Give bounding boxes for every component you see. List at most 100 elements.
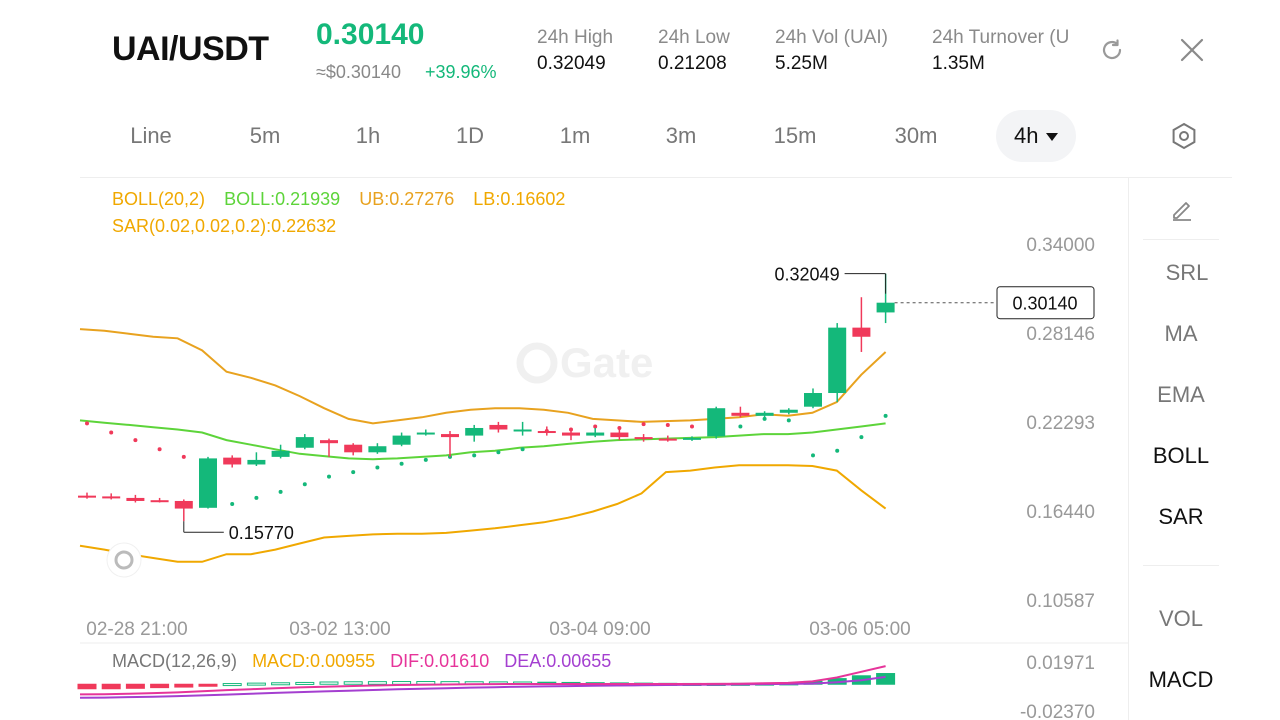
- sar-dot: [859, 435, 864, 440]
- refresh-icon[interactable]: [1098, 36, 1126, 64]
- macd-histogram-bar: [101, 683, 121, 690]
- macd-histogram-bar: [198, 683, 218, 687]
- stat-label: 24h High: [537, 27, 614, 48]
- last-price-tag-label: 0.30140: [1012, 294, 1077, 314]
- candle-body: [199, 458, 217, 508]
- legend-boll-mid: BOLL:0.21939: [224, 189, 341, 209]
- close-icon[interactable]: [1178, 36, 1206, 64]
- candle-body: [441, 434, 459, 438]
- sidebar-item-ma[interactable]: MA: [1164, 321, 1198, 346]
- sar-dot: [133, 438, 138, 443]
- macd-title: MACD(12,26,9): [112, 651, 238, 671]
- sar-legend: SAR(0.02,0.02,0.2):0.22632: [112, 216, 337, 236]
- tab-1h[interactable]: 1h: [355, 123, 381, 148]
- sar-dot: [520, 447, 525, 452]
- time-axis-label: 03-04 09:00: [549, 619, 650, 640]
- sidebar-item-boll[interactable]: BOLL: [1152, 443, 1210, 468]
- candle-body: [828, 327, 847, 394]
- sar-dot: [641, 422, 646, 427]
- tab-5m[interactable]: 5m: [249, 123, 281, 148]
- candlestick-chart[interactable]: Gate 0.34000 0.28146 0.22293 0.16440 0.10587…: [0, 178, 1128, 720]
- sar-dot: [883, 413, 888, 418]
- sidebar-item-vol[interactable]: VOL: [1158, 606, 1204, 631]
- candle-body: [683, 437, 701, 440]
- candle-body: [295, 437, 314, 448]
- macd-axis-label: 0.01971: [1026, 653, 1095, 674]
- macd-histogram-bar: [125, 683, 145, 689]
- candle-body: [876, 302, 895, 313]
- candle-body: [174, 500, 193, 509]
- sar-dot: [835, 448, 840, 453]
- macd-histogram-bar: [271, 682, 291, 686]
- settings-hexagon-icon[interactable]: [1170, 122, 1198, 150]
- stat-value: 0.32049: [537, 53, 606, 74]
- candles: [78, 273, 895, 522]
- sar-dot: [593, 424, 598, 429]
- pencil-icon[interactable]: [1169, 196, 1195, 222]
- sar-dot: [690, 424, 694, 429]
- legend-lb: LB:0.16602: [473, 189, 566, 209]
- macd-panel: 0.01971 -0.02370: [77, 653, 1095, 720]
- tab-15m[interactable]: 15m: [773, 123, 817, 148]
- tab-4h-label: 4h: [1014, 123, 1039, 148]
- candle-body: [344, 444, 363, 453]
- legend-boll: BOLL(20,2): [112, 189, 206, 209]
- sidebar-item-sar[interactable]: SAR: [1158, 504, 1204, 529]
- stat-24h-low: 24h Low 0.21208: [658, 27, 768, 75]
- candle-body: [247, 459, 266, 465]
- candle-body: [416, 432, 435, 435]
- stat-24h-vol: 24h Vol (UAI) 5.25M: [775, 27, 925, 75]
- tab-1d[interactable]: 1D: [455, 123, 485, 148]
- divider: [80, 177, 1232, 178]
- boll-upper-band: [79, 328, 887, 425]
- candle-body: [368, 446, 387, 453]
- candle-body: [731, 412, 750, 416]
- tab-4h-dropdown[interactable]: 4h: [996, 110, 1077, 162]
- candle-body: [102, 496, 121, 499]
- boll-bands: [79, 328, 887, 563]
- drag-scroll-button[interactable]: [106, 542, 142, 578]
- candle-body: [223, 457, 242, 465]
- macd-axis-label: -0.02370: [1020, 702, 1095, 720]
- sidebar-item-macd[interactable]: MACD: [1148, 667, 1214, 692]
- macd-value: MACD:0.00955: [252, 651, 376, 671]
- tab-1m[interactable]: 1m: [559, 123, 591, 148]
- macd-histogram-bar: [319, 681, 339, 685]
- sar-dot: [230, 502, 235, 507]
- candle-body: [465, 427, 484, 436]
- macd-histogram-bar: [77, 683, 97, 690]
- sar-dot: [351, 470, 356, 475]
- sidebar-item-srl[interactable]: SRL: [1165, 260, 1209, 285]
- sar-dots: [85, 413, 888, 507]
- sar-dot: [85, 421, 89, 426]
- sar-dot: [399, 461, 404, 466]
- sidebar-item-ema[interactable]: EMA: [1157, 382, 1205, 407]
- tab-3m[interactable]: 3m: [665, 123, 697, 148]
- timeframe-bar: Line 5m 1h 1D 1m 3m 15m 30m 4h: [0, 110, 1280, 166]
- sar-dot: [617, 425, 622, 430]
- macd-histogram-bar: [295, 681, 315, 685]
- price-axis-label: 0.10587: [1026, 591, 1095, 612]
- candle-body: [707, 408, 726, 437]
- macd-histogram-bar: [222, 683, 242, 687]
- macd-histogram-bar: [876, 673, 896, 685]
- boll-legend: BOLL(20,2) BOLL:0.21939 UB:0.27276 LB:0.…: [112, 189, 565, 210]
- sar-dot: [181, 454, 186, 459]
- sar-dot: [254, 495, 259, 500]
- stat-24h-high: 24h High 0.32049: [537, 27, 647, 75]
- time-axis-label: 03-02 13:00: [289, 619, 390, 640]
- candle-body: [150, 500, 169, 503]
- sar-dot: [762, 416, 767, 421]
- candle-body: [271, 450, 290, 457]
- price-axis: 0.34000 0.28146 0.22293 0.16440 0.10587: [1026, 235, 1095, 612]
- legend-ub: UB:0.27276: [359, 189, 455, 209]
- tab-line[interactable]: Line: [130, 123, 172, 148]
- boll-mid-line: [79, 419, 886, 461]
- macd-histogram-bar: [174, 683, 194, 688]
- sar-dot: [738, 424, 743, 429]
- candle-body: [126, 497, 145, 501]
- dif-value: DIF:0.01610: [390, 651, 490, 671]
- last-price-tag: [996, 286, 1095, 320]
- tab-30m[interactable]: 30m: [894, 123, 938, 148]
- sar-dot: [496, 450, 501, 455]
